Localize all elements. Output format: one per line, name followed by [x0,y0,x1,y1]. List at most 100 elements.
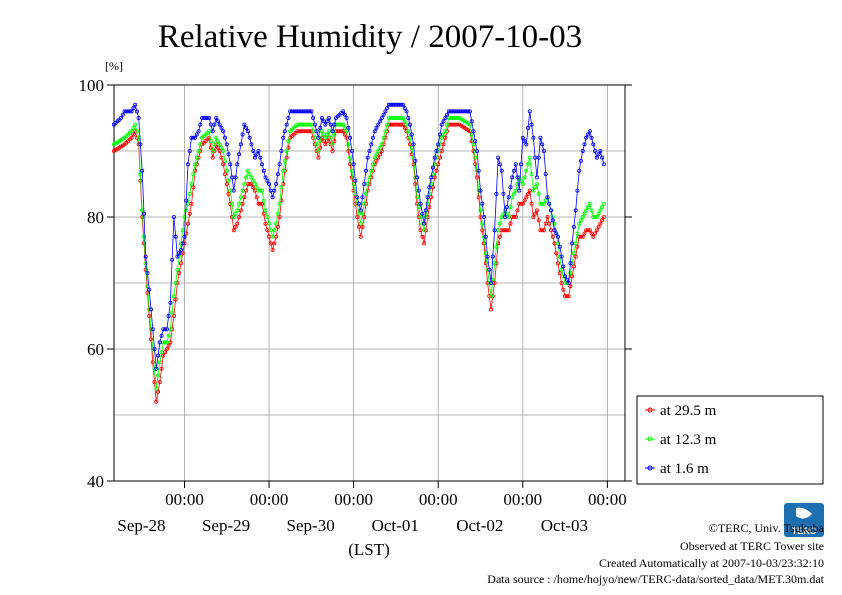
data-point [598,208,603,213]
data-point [237,201,242,206]
legend-label: at 1.6 m [660,461,709,477]
data-point [279,148,284,153]
data-point [277,214,282,219]
data-point [549,208,554,213]
data-point [344,129,349,134]
data-point [311,116,316,121]
legend-label: at 29.5 m [660,403,717,419]
data-point [383,109,388,114]
x-tick-date-label: Sep-29 [202,516,250,535]
data-point [379,116,384,121]
data-point [330,142,335,147]
data-point [193,162,198,167]
data-point [476,195,481,200]
data-point [545,195,550,200]
data-point [594,228,599,233]
data-point [559,267,564,272]
x-tick-date-label: Oct-02 [456,516,503,535]
data-point [429,175,434,180]
data-point [379,142,384,147]
data-point [370,135,375,140]
data-point [187,211,192,216]
data-point [314,142,319,147]
data-point [589,208,594,213]
data-point [326,116,331,121]
data-point [467,109,472,114]
data-point [170,310,175,315]
data-point [319,116,324,121]
data-point [159,366,164,371]
data-point [196,148,201,153]
data-point [568,271,573,276]
data-point [547,201,552,206]
data-point [485,254,490,259]
data-point [265,178,270,183]
data-point [547,221,552,226]
data-point [512,168,517,173]
data-point [568,284,573,289]
data-point [594,155,599,160]
data-point [226,152,231,157]
data-point [194,132,199,137]
data-point [219,145,224,150]
data-point [540,142,545,147]
data-point [578,158,583,163]
data-point [259,201,264,206]
data-point [593,148,598,153]
data-point [570,241,575,246]
data-point [261,198,266,203]
data-point [312,122,317,127]
data-point [365,155,370,160]
data-point [286,139,291,144]
data-point [480,228,485,233]
data-point [526,162,531,167]
data-point [351,162,356,167]
data-point [244,125,249,130]
data-point [207,135,212,140]
data-point [497,234,502,239]
data-point [318,125,323,130]
data-point [473,155,478,160]
data-point [242,181,247,186]
data-point [342,132,347,137]
data-point [575,188,580,193]
data-point [420,234,425,239]
data-point [193,135,198,140]
data-point [582,142,587,147]
data-point [593,214,598,219]
data-point [274,221,279,226]
data-point [573,254,578,259]
data-point [541,228,546,233]
data-point [506,228,511,233]
data-point [593,231,598,236]
data-point [325,139,330,144]
data-point [481,241,486,246]
y-tick-label: 60 [87,340,104,359]
terc-logo: TERC [784,503,824,537]
data-point [249,175,254,180]
data-point [444,112,449,117]
data-point [272,241,277,246]
data-point [561,287,566,292]
data-point [173,297,178,302]
data-point [563,274,568,279]
data-point [258,188,263,193]
data-point [439,122,444,127]
data-point [554,231,559,236]
data-point [571,224,576,229]
data-point [281,168,286,173]
data-point [219,125,224,130]
data-point [161,353,166,358]
data-point [469,132,474,137]
data-point [159,350,164,355]
data-point [600,218,605,223]
data-point [430,165,435,170]
data-point [480,221,485,226]
data-point [443,129,448,134]
data-point [519,162,524,167]
y-tick-label: 40 [87,472,104,491]
data-point [594,214,599,219]
data-point [120,112,125,117]
data-point [330,129,335,134]
